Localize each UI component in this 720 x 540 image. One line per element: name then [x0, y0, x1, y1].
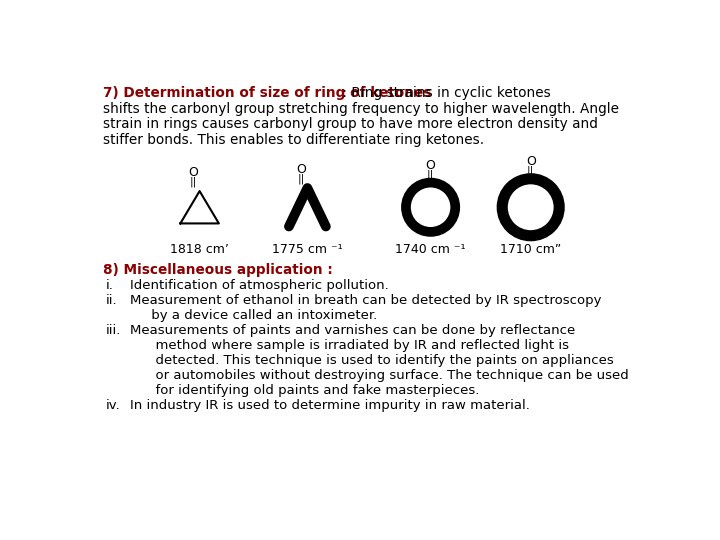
Text: O: O [297, 163, 306, 176]
Text: detected. This technique is used to identify the paints on appliances: detected. This technique is used to iden… [130, 354, 614, 367]
Text: O: O [189, 166, 199, 179]
Text: or automobiles without destroying surface. The technique can be used: or automobiles without destroying surfac… [130, 369, 629, 382]
Text: stiffer bonds. This enables to differentiate ring ketones.: stiffer bonds. This enables to different… [104, 132, 485, 146]
Text: iii.: iii. [106, 324, 121, 337]
Text: method where sample is irradiated by IR and reflected light is: method where sample is irradiated by IR … [130, 339, 570, 352]
Text: 1818 cm’: 1818 cm’ [170, 244, 229, 256]
Text: ||: || [527, 166, 534, 177]
Text: 7) Determination of size of ring of ketones: 7) Determination of size of ring of keto… [104, 86, 432, 100]
Text: i.: i. [106, 279, 114, 292]
Text: In industry IR is used to determine impurity in raw material.: In industry IR is used to determine impu… [130, 399, 530, 412]
Text: O: O [426, 159, 436, 172]
Text: 1710 cm”: 1710 cm” [500, 244, 562, 256]
Text: Identification of atmospheric pollution.: Identification of atmospheric pollution. [130, 279, 389, 292]
Text: 1740 cm ⁻¹: 1740 cm ⁻¹ [395, 244, 466, 256]
Text: 1775 cm ⁻¹: 1775 cm ⁻¹ [272, 244, 343, 256]
Text: iv.: iv. [106, 399, 120, 412]
Text: for identifying old paints and fake masterpieces.: for identifying old paints and fake mast… [130, 384, 480, 397]
Text: ii.: ii. [106, 294, 117, 307]
Text: ||: || [427, 170, 434, 180]
Text: by a device called an intoximeter.: by a device called an intoximeter. [130, 309, 377, 322]
Text: shifts the carbonyl group stretching frequency to higher wavelength. Angle: shifts the carbonyl group stretching fre… [104, 102, 619, 116]
Text: : Ring strains in cyclic ketones: : Ring strains in cyclic ketones [338, 86, 551, 100]
Text: ||: || [190, 177, 197, 187]
Text: ||: || [297, 174, 305, 184]
Text: Measurements of paints and varnishes can be done by reflectance: Measurements of paints and varnishes can… [130, 324, 575, 337]
Text: 8) Miscellaneous application :: 8) Miscellaneous application : [104, 264, 333, 278]
Text: Measurement of ethanol in breath can be detected by IR spectroscopy: Measurement of ethanol in breath can be … [130, 294, 602, 307]
Text: strain in rings causes carbonyl group to have more electron density and: strain in rings causes carbonyl group to… [104, 117, 598, 131]
Text: O: O [526, 155, 536, 168]
